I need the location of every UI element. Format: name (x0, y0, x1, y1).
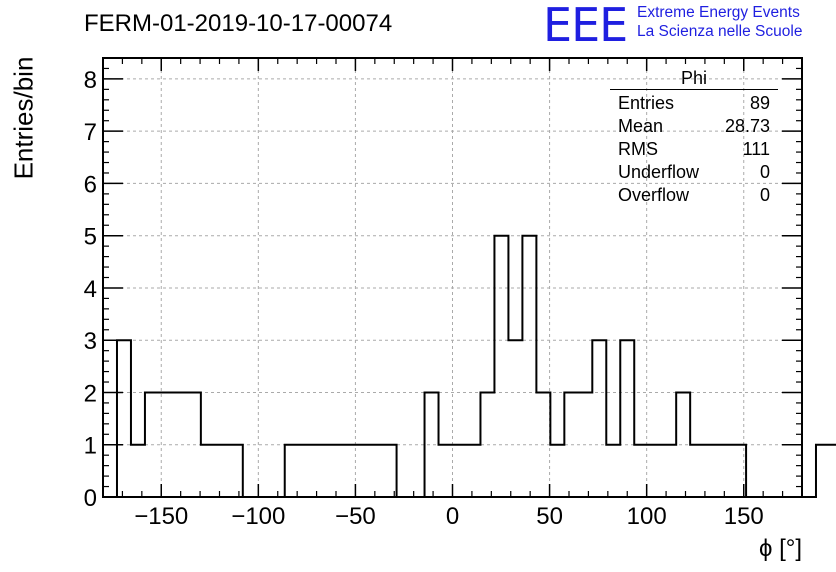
eee-logo: EEE (543, 0, 628, 52)
y-tick-label: 4 (84, 276, 97, 303)
stats-value: 0 (759, 185, 770, 205)
logo-caption: Extreme Energy Events La Scienza nelle S… (637, 3, 802, 41)
y-tick-label: 1 (84, 433, 97, 460)
axis-ticks (103, 58, 802, 498)
y-tick-labels: 0 1 2 3 4 5 6 7 8 (84, 67, 97, 512)
y-tick-label: 6 (84, 171, 97, 198)
stats-row-overflow: Overflow 0 (610, 184, 778, 207)
stats-title: Phi (610, 67, 778, 90)
logo-caption-line1: Extreme Energy Events (637, 4, 800, 21)
y-tick-label: 2 (84, 380, 97, 407)
logo-caption-line2: La Scienza nelle Scuole (637, 23, 803, 40)
stats-box: Phi Entries 89 Mean 28.73 RMS 111 Underf… (610, 67, 778, 207)
stats-value: 89 (749, 93, 770, 113)
grid-lines (103, 58, 802, 497)
stats-row-entries: Entries 89 (610, 92, 778, 115)
x-tick-label: −100 (231, 503, 285, 530)
y-tick-label: 0 (84, 485, 97, 512)
stats-row-underflow: Underflow 0 (610, 161, 778, 184)
stats-value: 28.73 (724, 116, 770, 136)
y-tick-label: 5 (84, 224, 97, 251)
stats-label: Entries (618, 93, 675, 113)
y-tick-label: 7 (84, 119, 97, 146)
stats-row-mean: Mean 28.73 (610, 115, 778, 138)
y-axis-label-wrap: Entries/bin (4, 0, 44, 380)
x-tick-label: −50 (335, 503, 376, 530)
stats-row-rms: RMS 111 (610, 138, 778, 161)
x-tick-label: 150 (724, 503, 764, 530)
x-tick-label: −150 (134, 503, 188, 530)
stats-label: Mean (618, 116, 664, 136)
histogram-line (115, 234, 836, 498)
y-tick-label: 3 (84, 328, 97, 355)
x-tick-label: 0 (446, 503, 459, 530)
stats-label: Overflow (618, 185, 690, 205)
x-tick-label: 100 (627, 503, 667, 530)
stats-label: Underflow (618, 162, 700, 182)
stats-value: 111 (742, 139, 770, 159)
x-axis-label: ϕ [°] (758, 535, 802, 562)
x-tick-label: 50 (536, 503, 563, 530)
stats-label: RMS (618, 139, 658, 159)
x-tick-labels: −150 −100 −50 0 50 100 150 (134, 503, 764, 530)
run-title: FERM-01-2019-10-17-00074 (84, 10, 393, 37)
y-tick-label: 8 (84, 67, 97, 94)
y-axis-label: Entries/bin (8, 56, 39, 180)
stats-value: 0 (759, 162, 770, 182)
